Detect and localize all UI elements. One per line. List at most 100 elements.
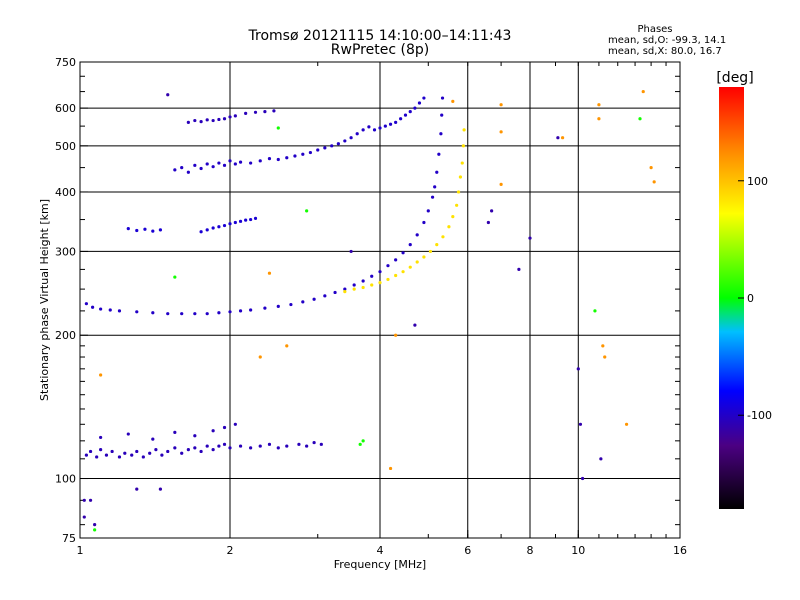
colorbar: [deg] 100 0 -100 [716,70,772,509]
data-point [439,132,443,136]
data-point [352,287,356,291]
data-point [499,103,503,107]
data-point [349,249,353,254]
data-point [253,216,258,220]
data-point [276,126,280,130]
data-point [99,373,103,377]
x-tick-label: 2 [227,544,234,557]
data-point [233,162,237,166]
data-point [233,422,237,426]
colorbar-tick-label: 0 [747,292,754,305]
data-point [193,118,197,123]
data-point [135,228,139,233]
data-point [323,294,327,298]
data-point [95,455,99,459]
stats-line-x: mean, sd,X: 80.0, 16.7 [608,46,722,57]
y-tick-label: 75 [62,532,76,545]
data-point [649,166,653,170]
data-point [108,308,112,312]
data-point [130,453,134,457]
data-point [228,159,232,163]
data-point [211,165,215,169]
data-point [305,209,309,213]
data-point [378,280,382,285]
data-point [462,128,466,132]
data-point [426,209,430,213]
data-point [151,437,155,441]
y-tick-label: 100 [55,473,76,486]
data-point [430,195,435,199]
data-point [205,162,209,166]
data-point [490,209,494,213]
data-point [126,227,130,231]
data-point [435,170,439,174]
data-point [319,442,323,446]
data-point [355,132,359,136]
data-point [143,227,147,231]
data-point [199,449,203,454]
y-tick-label: 200 [55,329,76,342]
data-point [99,435,103,440]
data-point [599,457,603,461]
data-point [437,152,441,156]
chart-subtitle: RwPretec (8p) [331,42,429,58]
data-point [135,310,139,314]
data-point [415,233,419,237]
data-point [456,190,461,194]
data-point [451,215,455,219]
data-point [528,236,532,240]
plot-area: 1 2 4 6 8 10 16 75 100 200 300 400 500 600 750 [55,56,687,557]
data-point [580,476,585,481]
data-point [263,306,267,310]
data-point [413,323,417,327]
data-point [597,117,601,121]
data-point [323,146,327,150]
data-point [123,451,127,455]
data-point [305,444,309,448]
data-point [408,265,412,269]
data-point [238,444,243,448]
data-point [267,442,272,446]
data-point [499,182,503,186]
data-point [276,157,280,162]
data-point [388,122,393,126]
data-point [394,273,398,278]
data-point [301,152,305,156]
data-point [422,96,426,100]
data-point [238,160,243,164]
data-point [361,128,365,132]
data-point [158,228,163,232]
data-point [104,453,109,457]
data-point [238,219,243,223]
data-point [276,446,280,450]
data-point [217,444,221,448]
data-point [211,429,215,433]
y-tick-label: 500 [55,140,76,153]
x-tick-label: 10 [571,544,585,557]
data-point [249,217,253,222]
data-point [166,449,170,454]
data-point [399,117,403,121]
data-point [440,96,445,100]
x-tick-label: 16 [673,544,687,557]
data-point [370,283,374,287]
data-point [199,120,203,124]
y-tick-label: 750 [55,56,76,69]
data-point [158,487,163,491]
data-point [401,251,405,255]
data-point [289,302,293,307]
data-point [228,115,232,119]
x-axis-label: Frequency [MHz] [334,558,426,571]
data-point [486,220,490,225]
data-point [173,446,177,450]
data-point [99,307,103,311]
data-point [211,226,215,230]
data-point [394,120,398,124]
data-point [249,446,253,450]
data-point [401,270,405,274]
data-point [652,180,656,184]
data-point [361,279,365,283]
data-point [99,448,103,452]
data-point [186,170,190,174]
